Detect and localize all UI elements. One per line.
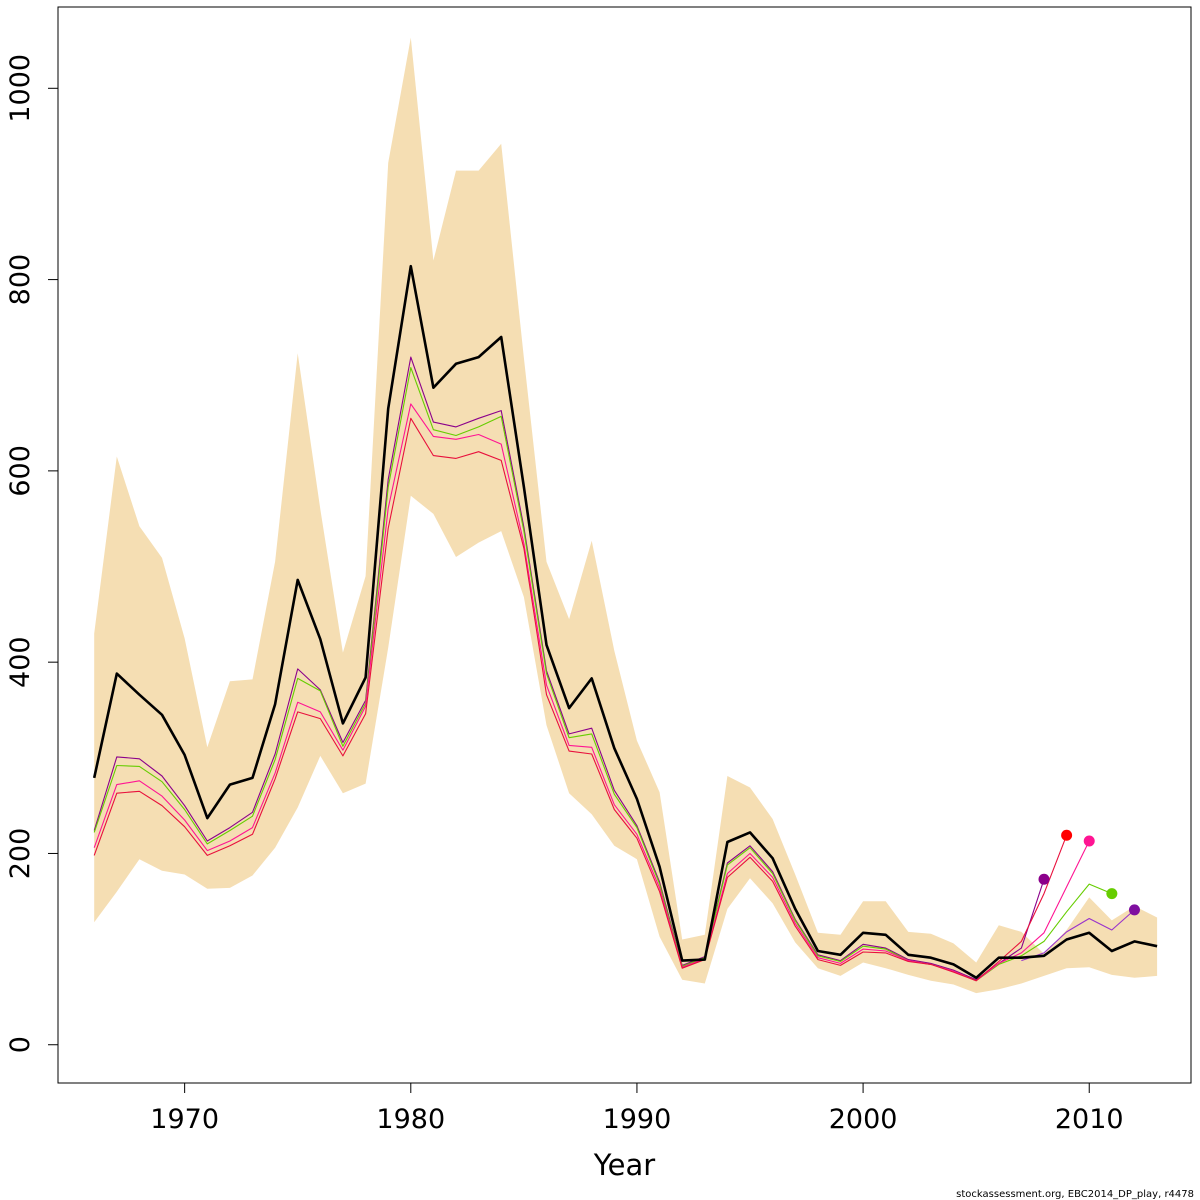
confidence-band-layer [94, 37, 1158, 994]
end-point-3 [1083, 835, 1095, 847]
footnote: stockassessment.org, EBC2014_DP_play, r4… [956, 1189, 1194, 1200]
y-tick-label: 1000 [5, 54, 36, 123]
y-axis: 0 200 400 600 800 1000 [5, 54, 58, 1053]
y-tick-label: 200 [5, 828, 36, 880]
y-tick-label: 0 [5, 1036, 36, 1053]
x-tick-label: 1970 [150, 1104, 219, 1135]
y-tick-label: 400 [5, 636, 36, 688]
x-tick-label: 1990 [603, 1104, 672, 1135]
end-point-1 [1038, 873, 1050, 885]
y-tick-label: 800 [5, 254, 36, 306]
series-line-2 [93, 356, 1045, 981]
x-tick-label: 2010 [1055, 1104, 1124, 1135]
series-line-main [92, 264, 1158, 980]
end-point-5 [1128, 904, 1140, 916]
series-line-4 [1021, 909, 1135, 962]
x-axis: 1970 1980 1990 2000 2010 [150, 1083, 1124, 1135]
confidence-band [94, 37, 1158, 994]
series-line-6 [93, 417, 1068, 982]
end-point-2 [1061, 829, 1073, 841]
end-points-layer [1038, 829, 1140, 916]
plot-frame [57, 6, 1192, 1084]
end-point-4 [1106, 888, 1118, 900]
x-tick-label: 1980 [376, 1104, 445, 1135]
series-layer [92, 264, 1158, 982]
x-tick-label: 2000 [829, 1104, 898, 1135]
y-tick-label: 600 [5, 445, 36, 497]
x-axis-title: Year [593, 1148, 655, 1182]
